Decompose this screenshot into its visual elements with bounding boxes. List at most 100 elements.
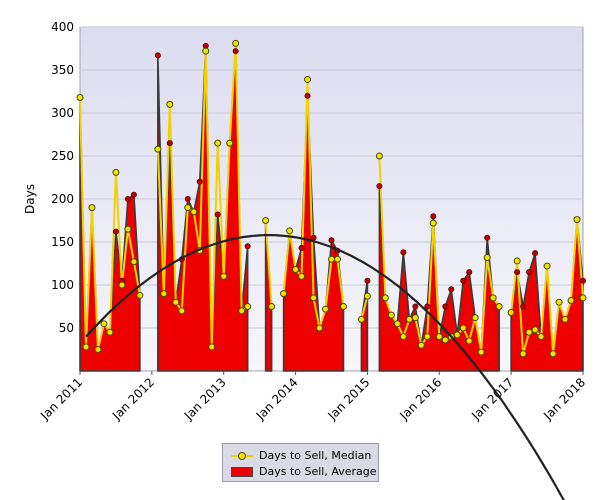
median-point	[495, 303, 503, 310]
legend-swatch-average	[231, 466, 253, 477]
median-point	[411, 314, 419, 322]
median-point	[417, 341, 425, 349]
average-point	[124, 195, 131, 202]
median-point	[226, 139, 234, 147]
trend-line	[85, 234, 565, 500]
median-point	[567, 296, 575, 304]
average-point	[532, 250, 539, 257]
median-point	[106, 328, 114, 336]
median-point	[531, 326, 539, 334]
median-point	[543, 262, 551, 270]
average-point	[442, 303, 449, 310]
x-tick-label: Jan 2013	[181, 375, 229, 423]
y-axis-title: Days	[23, 184, 37, 214]
average-point	[166, 140, 173, 147]
average-point	[310, 234, 317, 241]
median-point	[172, 298, 180, 306]
median-line	[360, 295, 369, 320]
median-point	[465, 337, 473, 345]
median-point	[489, 294, 497, 302]
y-tick-label: 150	[51, 235, 74, 249]
median-point	[375, 152, 383, 160]
average-point	[526, 269, 533, 276]
median-point	[519, 350, 527, 358]
average-point	[412, 303, 419, 310]
median-point	[429, 219, 437, 227]
average-point	[328, 237, 335, 244]
legend: Days to Sell, Median Days to Sell, Avera…	[222, 443, 379, 482]
median-point	[399, 333, 407, 341]
median-point	[537, 333, 545, 341]
median-point	[178, 307, 186, 315]
median-point	[316, 324, 324, 332]
median-point	[525, 328, 533, 336]
average-point	[244, 243, 251, 250]
median-point	[561, 315, 569, 323]
median-point	[154, 145, 162, 153]
x-tick-label: Jan 2014	[253, 375, 301, 423]
median-point	[238, 307, 246, 315]
x-tick-label: Jan 2018	[540, 375, 588, 423]
average-point	[130, 191, 137, 198]
median-point	[232, 39, 240, 47]
average-point	[364, 277, 371, 284]
median-point	[393, 320, 401, 328]
median-point	[387, 311, 395, 319]
legend-label-median: Days to Sell, Median	[259, 449, 372, 462]
legend-item-median: Days to Sell, Median	[231, 448, 371, 463]
average-point	[214, 211, 221, 218]
median-point	[298, 272, 306, 280]
average-point	[232, 48, 239, 55]
x-tick-label: Jan 2011	[37, 375, 85, 423]
average-point	[514, 269, 521, 276]
median-point	[76, 94, 84, 102]
median-point	[333, 255, 341, 263]
median-point	[202, 47, 210, 55]
y-tick-label: 250	[51, 149, 74, 163]
median-point	[549, 350, 557, 358]
median-point	[268, 303, 276, 310]
median-point	[190, 208, 198, 216]
y-tick-label: 400	[51, 20, 74, 34]
average-point	[154, 52, 161, 59]
average-point	[520, 303, 527, 310]
average-point	[400, 249, 407, 256]
median-point	[208, 343, 216, 351]
median-point	[573, 216, 581, 224]
average-point	[424, 303, 431, 310]
median-point	[363, 292, 371, 300]
median-point	[339, 303, 347, 310]
x-tick-label: Jan 2016	[396, 375, 444, 423]
median-point	[118, 281, 126, 289]
median-point	[381, 294, 389, 302]
median-point	[322, 305, 330, 313]
median-point	[471, 314, 479, 322]
y-tick-label: 50	[59, 321, 74, 335]
median-line	[156, 42, 249, 348]
average-point	[466, 269, 473, 276]
legend-swatch-median	[231, 450, 253, 462]
median-point	[579, 294, 587, 302]
median-point	[459, 324, 467, 332]
median-point	[100, 320, 108, 328]
x-tick-label: Jan 2012	[109, 375, 157, 423]
median-point	[136, 291, 144, 299]
median-point	[435, 333, 443, 341]
median-point	[507, 309, 515, 317]
legend-item-average: Days to Sell, Average	[231, 464, 377, 479]
median-point	[220, 272, 228, 280]
average-point	[484, 234, 491, 241]
average-point	[304, 92, 311, 99]
median-point	[214, 139, 222, 147]
median-point	[130, 258, 138, 266]
median-point	[112, 168, 120, 176]
median-point	[423, 333, 431, 341]
y-tick-label: 100	[51, 278, 74, 292]
median-point	[357, 315, 365, 323]
median-point	[88, 204, 96, 212]
average-point	[298, 245, 305, 252]
median-point	[513, 257, 521, 265]
average-point	[430, 213, 437, 220]
y-tick-label: 200	[51, 192, 74, 206]
median-point	[477, 348, 485, 356]
